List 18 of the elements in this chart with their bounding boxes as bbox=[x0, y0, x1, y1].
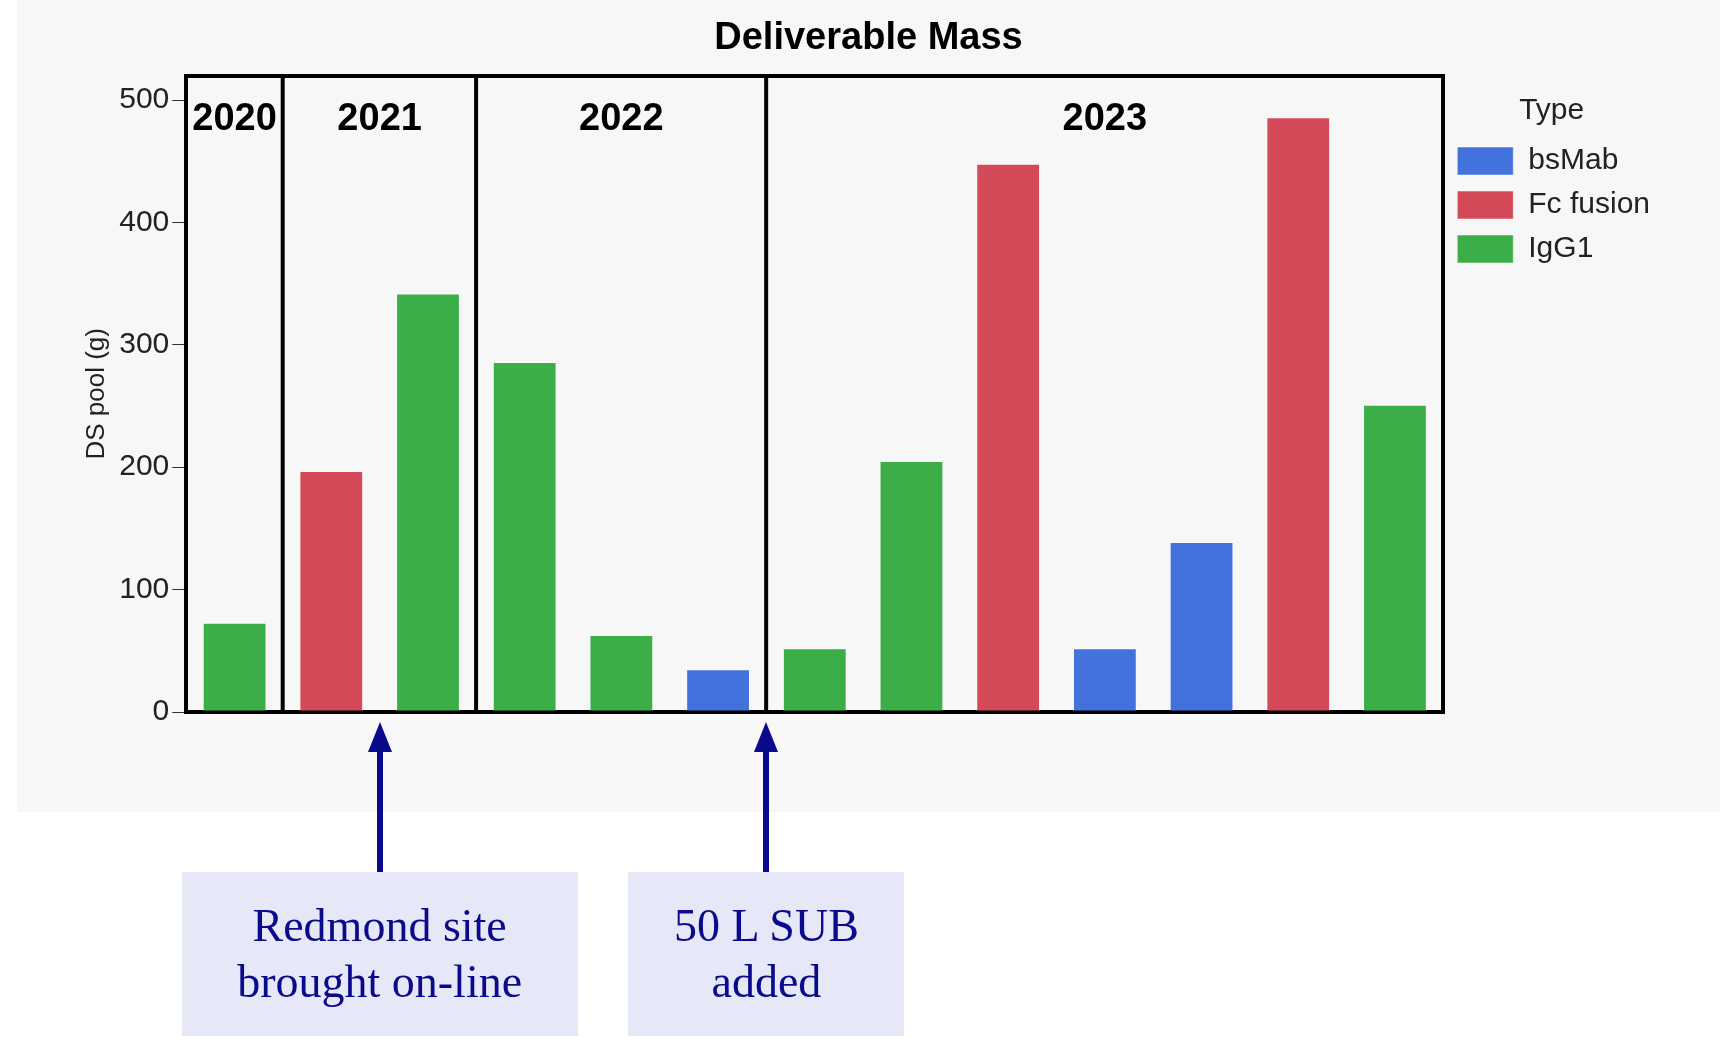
text: 50 L SUB added bbox=[628, 872, 905, 1036]
legend-title: Type bbox=[1519, 92, 1585, 126]
y-tick-label: 300 bbox=[119, 326, 170, 360]
y-tick-label: 500 bbox=[119, 81, 170, 115]
annotation: 2023 bbox=[1062, 95, 1148, 139]
annotation: 2022 bbox=[579, 95, 664, 139]
y-tick-label: 100 bbox=[119, 570, 170, 604]
y-tick-label: 0 bbox=[152, 693, 170, 727]
chart-title: Deliverable Mass bbox=[714, 15, 1023, 58]
legend-label: Fc fusion bbox=[1528, 186, 1650, 220]
y-axis-title: DS pool (g) bbox=[79, 328, 110, 460]
text: Redmond site brought on-line bbox=[181, 872, 578, 1036]
y-tick-label: 200 bbox=[119, 448, 170, 482]
y-tick-label: 400 bbox=[119, 203, 170, 237]
annotation: 2021 bbox=[337, 95, 422, 139]
legend-label: IgG1 bbox=[1528, 230, 1594, 264]
legend-label: bsMab bbox=[1528, 142, 1619, 176]
annotation: 2020 bbox=[192, 95, 277, 139]
